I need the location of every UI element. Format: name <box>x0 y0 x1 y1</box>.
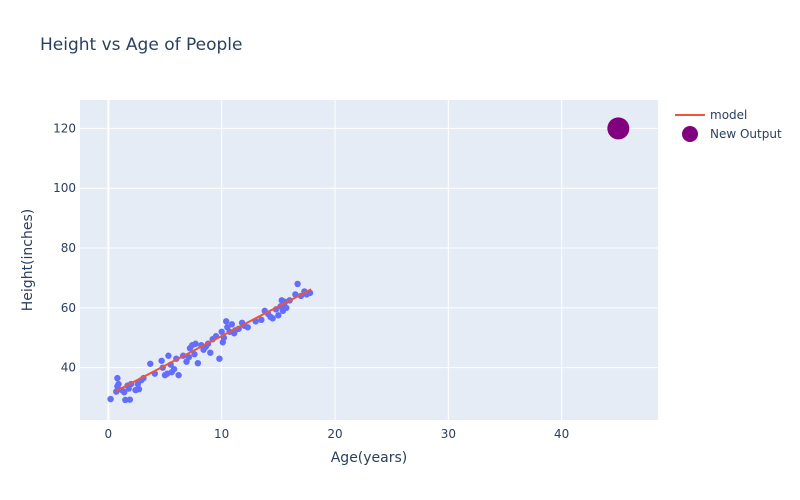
scatter-point[interactable] <box>191 351 198 358</box>
tick-labels: 0 10 20 30 40 40 60 80 100 120 <box>53 121 569 441</box>
x-tick-label: 20 <box>327 427 342 441</box>
legend-new-output-label: New Output <box>710 127 782 141</box>
legend-model-label: model <box>710 108 747 122</box>
scatter-point[interactable] <box>115 380 122 388</box>
scatter-point[interactable] <box>275 312 282 319</box>
scatter-point[interactable] <box>126 396 134 403</box>
x-tick-label: 10 <box>214 427 229 441</box>
scatter-point[interactable] <box>107 395 114 403</box>
scatter-point[interactable] <box>218 328 225 335</box>
scatter-point[interactable] <box>121 388 128 396</box>
scatter-point[interactable] <box>194 359 202 367</box>
x-tick-label: 30 <box>441 427 456 441</box>
scatter-point[interactable] <box>170 365 178 373</box>
scatter-point[interactable] <box>114 374 121 382</box>
scatter-point[interactable] <box>175 371 182 379</box>
scatter-point[interactable] <box>147 360 154 367</box>
model-line[interactable] <box>115 288 312 392</box>
y-axis-title: Height(inches) <box>20 209 36 311</box>
scatter-point[interactable] <box>244 324 251 331</box>
legend[interactable]: model New Output <box>675 108 782 142</box>
scatter-point[interactable] <box>185 353 192 361</box>
scatter-point[interactable] <box>165 352 172 359</box>
scatter-point[interactable] <box>158 357 165 364</box>
data-marks <box>107 117 630 404</box>
scatter-point[interactable] <box>269 315 276 322</box>
scatter-point[interactable] <box>207 349 214 356</box>
x-tick-label: 40 <box>554 427 569 441</box>
scatter-point[interactable] <box>283 304 290 312</box>
scatter-point[interactable] <box>122 396 129 404</box>
x-tick-label: 0 <box>105 427 113 441</box>
x-axis-title: Age(years) <box>331 450 408 466</box>
y-tick-label: 40 <box>61 361 76 375</box>
y-tick-label: 60 <box>61 301 76 315</box>
scatter-point[interactable] <box>192 340 199 347</box>
new-output-point[interactable] <box>607 117 630 140</box>
y-tick-label: 80 <box>61 241 76 255</box>
scatter-point[interactable] <box>294 280 301 288</box>
scatter-point[interactable] <box>258 316 265 324</box>
scatter-point[interactable] <box>135 385 143 393</box>
gridlines <box>80 100 658 420</box>
scatter-point[interactable] <box>223 318 230 325</box>
legend-new-output-swatch <box>682 126 698 142</box>
y-tick-label: 120 <box>53 121 76 135</box>
scatter-point[interactable] <box>228 321 236 328</box>
y-tick-label: 100 <box>53 181 76 195</box>
chart-title: Height vs Age of People <box>40 35 242 55</box>
scatter-point[interactable] <box>216 355 223 362</box>
